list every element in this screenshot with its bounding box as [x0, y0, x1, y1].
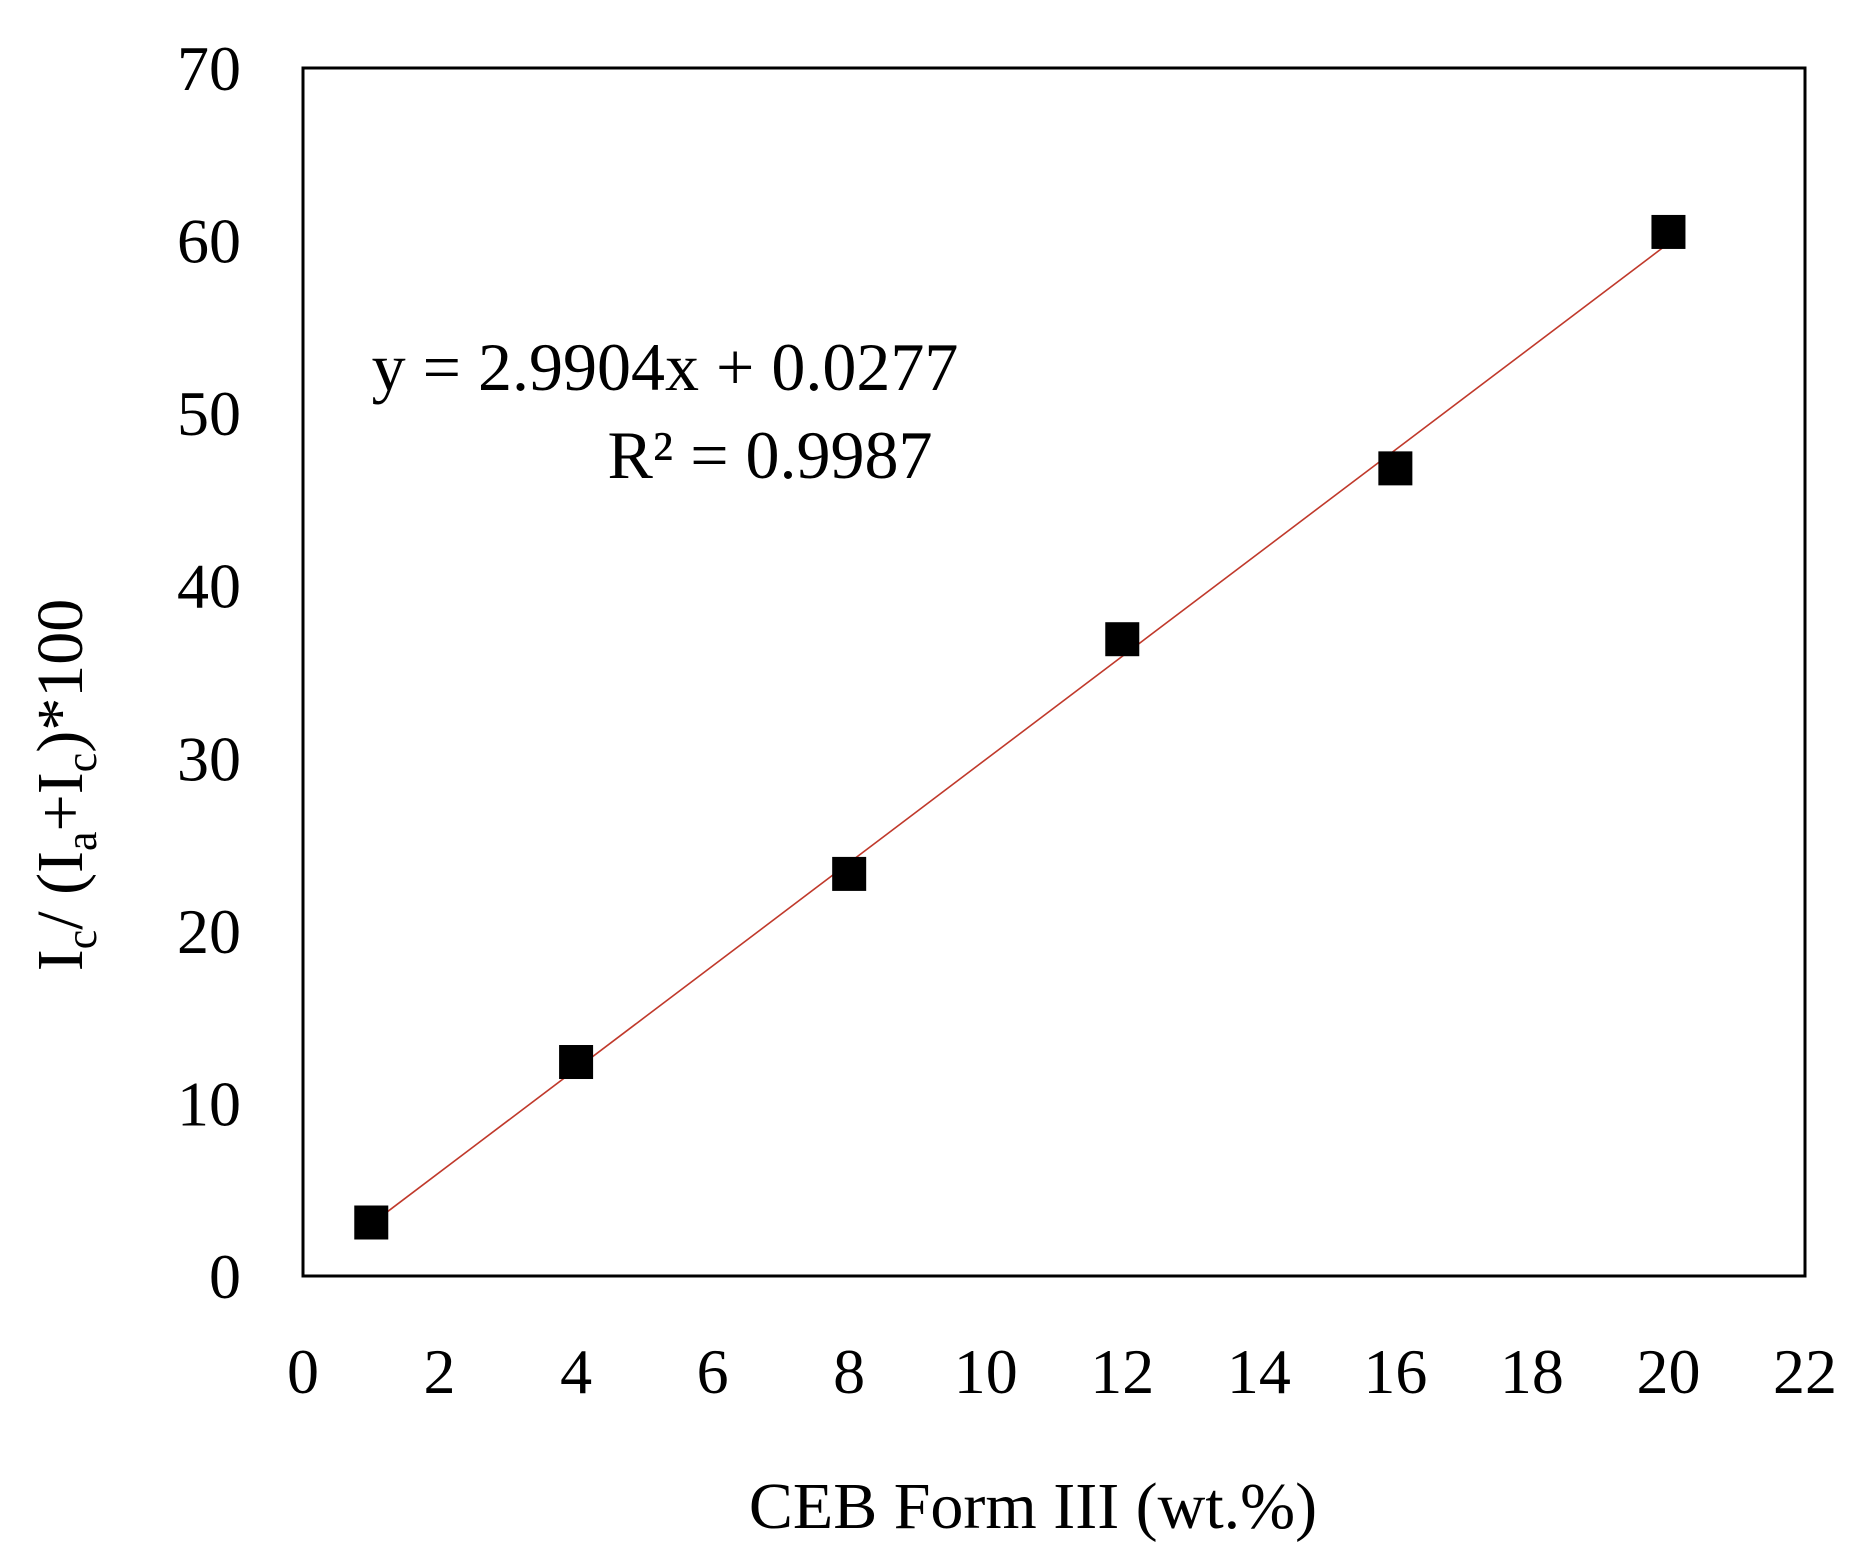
y-tick-label: 70: [177, 33, 241, 104]
x-tick-label: 10: [954, 1336, 1018, 1407]
r-squared-label: R² = 0.9987: [607, 417, 932, 493]
x-tick-label: 18: [1500, 1336, 1564, 1407]
y-tick-label: 50: [177, 378, 241, 449]
data-point: [559, 1045, 594, 1080]
y-tick-label: 60: [177, 206, 241, 277]
y-axis-title-part: I: [24, 949, 97, 971]
x-tick-label: 0: [287, 1336, 319, 1407]
x-tick-label: 20: [1636, 1336, 1700, 1407]
data-point: [1105, 622, 1140, 657]
x-tick-label: 8: [833, 1336, 865, 1407]
y-axis-title-subscript: a: [57, 831, 106, 851]
trendline-equation: y = 2.9904x + 0.0277: [372, 329, 959, 405]
x-tick-label: 2: [424, 1336, 456, 1407]
x-tick-label: 4: [560, 1336, 592, 1407]
y-tick-label: 40: [177, 551, 241, 622]
y-tick-label: 30: [177, 723, 241, 794]
y-axis-title-subscript: c: [57, 753, 106, 773]
y-tick-label: 20: [177, 896, 241, 967]
x-tick-label: 22: [1773, 1336, 1837, 1407]
y-tick-label: 10: [177, 1068, 241, 1139]
y-axis-title-part: )*100: [24, 599, 97, 753]
x-tick-label: 14: [1227, 1336, 1291, 1407]
x-axis-title: CEB Form III (wt.%): [749, 1470, 1317, 1543]
data-point: [354, 1205, 389, 1240]
x-axis-tick-labels: 0 2 4 6 8 10 12 14 16 18 20 22: [287, 1336, 1837, 1407]
y-tick-label: 0: [209, 1241, 241, 1312]
plot-area-frame: [301, 66, 1807, 1278]
y-axis-title-part: / (I: [24, 851, 97, 930]
x-tick-label: 12: [1090, 1336, 1154, 1407]
data-point: [1378, 451, 1413, 486]
x-tick-label: 16: [1363, 1336, 1427, 1407]
y-axis-title-part: +I: [24, 772, 97, 831]
y-axis-title-subscript: c: [57, 930, 106, 950]
data-point: [832, 856, 867, 891]
data-point: [1651, 214, 1686, 249]
y-axis-title: Ic/ (Ia+Ic)*100: [24, 599, 106, 972]
x-tick-label: 6: [697, 1336, 729, 1407]
y-axis-tick-labels: 0 10 20 30 40 50 60 70: [177, 33, 241, 1312]
